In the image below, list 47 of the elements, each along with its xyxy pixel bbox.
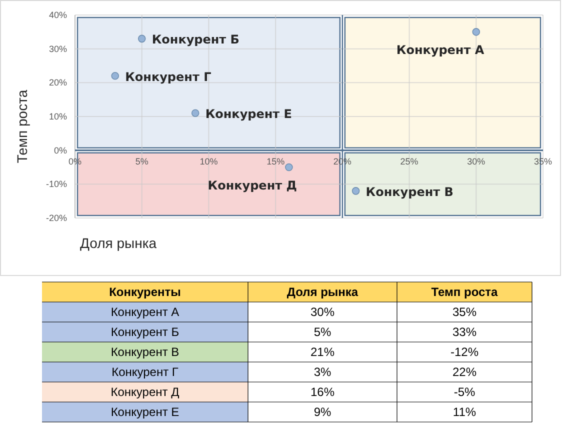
x-tick-label: 15% (266, 156, 285, 166)
y-tick-label: 10% (48, 112, 67, 122)
data-label: 35% (452, 305, 477, 319)
annotation: Конкурент А (396, 42, 485, 57)
data-label: 33% (452, 325, 477, 339)
x-tick-label: 10% (200, 156, 218, 166)
y-tick-label: -10% (46, 179, 67, 190)
data-label: 9% (314, 405, 332, 419)
annotation: Конкурент Г (125, 70, 212, 84)
point (111, 72, 120, 80)
point (191, 109, 200, 118)
data-label: 22% (452, 365, 477, 379)
category-label: Конкурент Б (110, 325, 180, 339)
legend-title: Конкуренты (109, 285, 181, 299)
point (352, 187, 360, 195)
y-tick-label: 20% (48, 78, 67, 88)
y-tick-label: 40% (48, 10, 67, 20)
data-label: 21% (310, 345, 335, 359)
text: Темп роста (431, 285, 498, 299)
category-label: Конкурент В (110, 345, 180, 359)
category-label: Конкурент Е (110, 405, 180, 419)
data-label: 16% (310, 385, 335, 399)
category-label: Конкурент Г (112, 365, 179, 379)
x-tick-label: 25% (400, 156, 418, 166)
annotation: Конкурент В (366, 184, 454, 199)
x-axis-title: Доля рынка (80, 235, 157, 251)
text: Доля рынка (286, 285, 358, 299)
y-tick-label: 30% (48, 44, 67, 54)
data-label: -12% (450, 345, 479, 359)
x-tick-label: 30% (467, 156, 486, 166)
data-label: 5% (314, 325, 332, 339)
annotation: Конкурент Д (208, 178, 297, 192)
data-label: 30% (310, 305, 335, 319)
data-label: -5% (454, 385, 476, 399)
y-tick-label: 0% (54, 145, 67, 156)
annotation: Конкурент Е (205, 107, 292, 122)
y-axis-title: Темп роста (14, 90, 30, 164)
point (138, 34, 146, 43)
data-label: 11% (452, 405, 476, 419)
point (472, 28, 480, 36)
category-label: Конкурент А (110, 305, 180, 319)
y-tick-label: -20% (46, 213, 67, 223)
annotation: Конкурент Б (152, 32, 240, 47)
category-label: Конкурент Д (110, 385, 180, 399)
x-tick-label: 5% (135, 156, 148, 166)
data-label: 3% (314, 365, 332, 379)
point (285, 163, 293, 172)
